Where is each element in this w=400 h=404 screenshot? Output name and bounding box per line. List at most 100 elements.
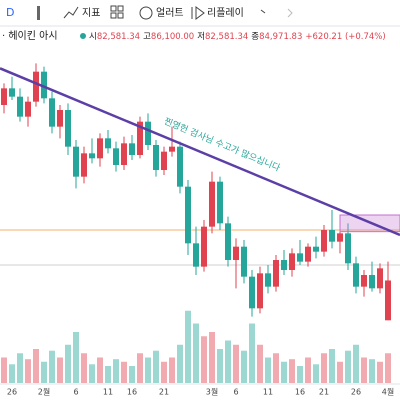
redo-icon[interactable] xyxy=(287,8,293,18)
candle-body xyxy=(345,233,351,264)
candle-body xyxy=(153,145,159,170)
candle-body xyxy=(305,246,311,262)
indicators[interactable]: 지표 xyxy=(82,7,100,19)
candle-body xyxy=(137,121,143,155)
volume-bar xyxy=(385,353,391,383)
volume-bar xyxy=(201,336,207,383)
candle-body xyxy=(97,138,103,159)
label: 고 xyxy=(143,32,151,42)
change: +620.21 (+0.74%) xyxy=(305,32,385,42)
volume-bar xyxy=(313,364,319,383)
volume-bar xyxy=(329,349,335,383)
volume-bar xyxy=(233,344,239,383)
candle-icon[interactable] xyxy=(37,6,40,20)
value: 84,971.83 xyxy=(259,32,302,42)
indicator-icon[interactable] xyxy=(63,6,79,19)
volume-bar xyxy=(33,349,39,383)
candle-body xyxy=(209,181,215,227)
candle-body xyxy=(289,253,295,270)
candle-body xyxy=(105,138,111,149)
x-tick-label: 6 xyxy=(233,388,238,397)
volume-bar xyxy=(377,361,383,383)
candle-body xyxy=(161,151,167,170)
volume-bar xyxy=(289,359,295,383)
volume-bar xyxy=(73,332,79,383)
candle-body xyxy=(1,88,7,105)
replay[interactable]: 리플레이 xyxy=(207,7,244,19)
undo-icon[interactable] xyxy=(260,9,266,14)
replay-icon[interactable] xyxy=(191,6,205,20)
candle-body xyxy=(65,110,71,147)
series-name: · 헤이킨 아시 xyxy=(2,30,58,42)
candle-body xyxy=(25,101,31,117)
volume-bar xyxy=(305,357,311,383)
volume-bar xyxy=(81,353,87,383)
x-tick-label: 26 xyxy=(7,388,17,397)
ohlc: 시82,581.34 고86,100.00 저82,581.34 종84,971.83… xyxy=(89,32,386,42)
x-tick-label: 21 xyxy=(319,388,329,397)
volume-bar xyxy=(145,357,151,383)
layout-icon[interactable] xyxy=(117,5,124,12)
candle-body xyxy=(145,121,151,145)
volume-bar xyxy=(177,344,183,383)
candle-body xyxy=(49,98,55,127)
volume-bar xyxy=(265,357,271,383)
layout-icon[interactable] xyxy=(110,5,117,12)
volume-bar xyxy=(369,359,375,383)
interval[interactable]: D xyxy=(6,6,14,19)
candle-body xyxy=(169,146,175,152)
candle-body xyxy=(121,143,127,165)
volume-bar xyxy=(209,332,215,383)
candle-body xyxy=(249,276,255,309)
x-tick-label: 4월 xyxy=(382,387,394,397)
layout-icon[interactable] xyxy=(117,12,124,19)
candle-body xyxy=(369,275,375,289)
volume-bar xyxy=(129,366,135,383)
candle-body xyxy=(241,246,247,277)
alerts[interactable]: 얼러트 xyxy=(156,7,184,19)
volume-bar xyxy=(121,361,127,383)
volume-bar xyxy=(361,357,367,383)
candle-body xyxy=(313,246,319,252)
candle-body xyxy=(337,233,343,242)
candle-body xyxy=(265,273,271,287)
label: 저 xyxy=(197,32,205,42)
volume-bar xyxy=(281,361,287,383)
candle-body xyxy=(321,230,327,252)
value: 86,100.00 xyxy=(151,32,194,42)
volume-bar xyxy=(113,359,119,383)
candle-body xyxy=(353,263,359,287)
volume-bar xyxy=(17,353,23,383)
toolbar xyxy=(0,0,400,26)
volume-bar xyxy=(137,353,143,383)
volume-bar xyxy=(321,353,327,383)
x-tick-label: 11 xyxy=(103,388,113,397)
label: 종 xyxy=(251,32,259,42)
candle-body xyxy=(17,96,23,117)
volume-bar xyxy=(273,353,279,383)
volume-bar xyxy=(249,323,255,383)
alert-icon[interactable] xyxy=(139,6,153,20)
x-tick-label: 11 xyxy=(263,388,273,397)
volume-bar xyxy=(297,366,303,383)
volume-bar xyxy=(153,350,159,383)
volume-bar xyxy=(185,310,191,383)
volume-bar xyxy=(161,361,167,383)
candle-body xyxy=(377,268,383,289)
volume-bar xyxy=(49,350,55,383)
trend-line xyxy=(0,67,400,237)
candle-body xyxy=(193,243,199,267)
candle-body xyxy=(9,88,15,97)
volume-bar xyxy=(9,364,15,383)
candle-body xyxy=(57,110,63,127)
volume-bar xyxy=(25,359,31,383)
volume-bar xyxy=(169,357,175,383)
x-tick-label: 16 xyxy=(295,388,305,397)
volume-bar xyxy=(225,340,231,383)
layout-icon[interactable] xyxy=(110,12,117,19)
candle-body xyxy=(129,143,135,155)
volume-bar xyxy=(105,366,111,383)
candle-body xyxy=(217,181,223,224)
value: 82,581.34 xyxy=(97,32,140,42)
